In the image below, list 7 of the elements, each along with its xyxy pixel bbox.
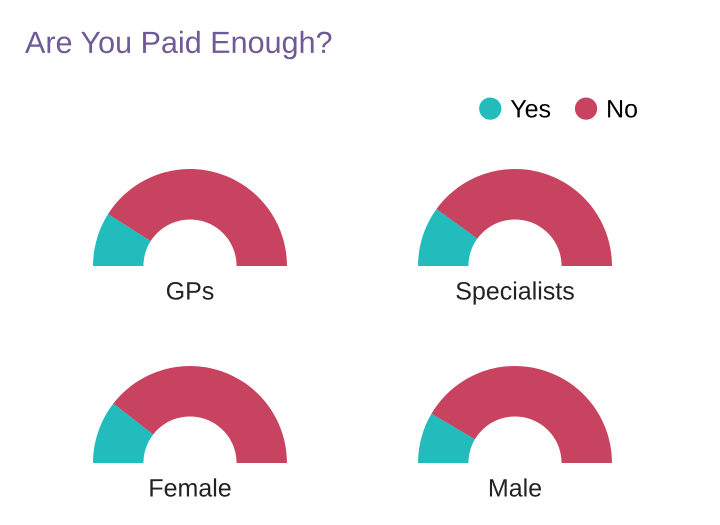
chart-title: Are You Paid Enough? [25,30,332,60]
legend-label: Yes [510,100,550,118]
slice-label: Female [150,478,231,497]
legend-label: No [608,100,637,118]
slice-label: GPs [166,282,214,300]
slice-label: Specialists [456,281,574,305]
slice-label: Male [490,478,541,497]
